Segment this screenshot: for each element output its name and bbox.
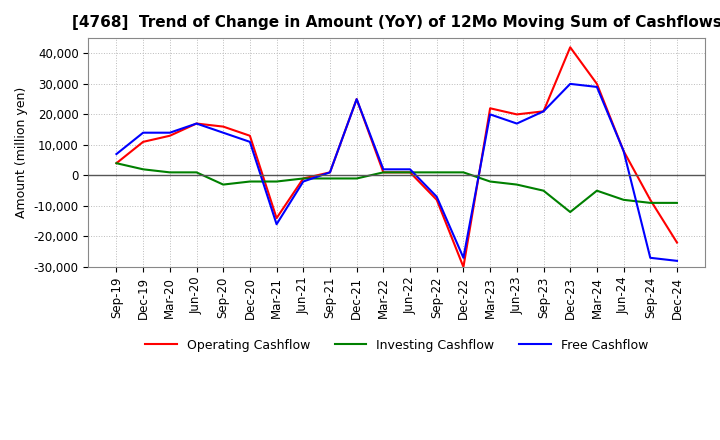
Title: [4768]  Trend of Change in Amount (YoY) of 12Mo Moving Sum of Cashflows: [4768] Trend of Change in Amount (YoY) o… (72, 15, 720, 30)
Investing Cashflow (166, 170, 174, 175)
Investing Cashflow (539, 188, 548, 193)
Operating Cashflow (672, 240, 681, 245)
Free Cashflow (433, 194, 441, 199)
Operating Cashflow (406, 170, 415, 175)
Free Cashflow (246, 139, 254, 144)
Free Cashflow (166, 130, 174, 136)
Y-axis label: Amount (million yen): Amount (million yen) (15, 87, 28, 218)
Investing Cashflow (192, 170, 201, 175)
Free Cashflow (459, 255, 468, 260)
Operating Cashflow (112, 161, 121, 166)
Free Cashflow (486, 112, 495, 117)
Operating Cashflow (352, 96, 361, 102)
Free Cashflow (646, 255, 654, 260)
Free Cashflow (112, 151, 121, 157)
Free Cashflow (566, 81, 575, 87)
Free Cashflow (539, 109, 548, 114)
Operating Cashflow (593, 81, 601, 87)
Operating Cashflow (192, 121, 201, 126)
Investing Cashflow (299, 176, 307, 181)
Investing Cashflow (246, 179, 254, 184)
Line: Free Cashflow: Free Cashflow (117, 84, 677, 261)
Investing Cashflow (459, 170, 468, 175)
Free Cashflow (593, 84, 601, 90)
Free Cashflow (672, 258, 681, 264)
Investing Cashflow (433, 170, 441, 175)
Free Cashflow (272, 222, 281, 227)
Investing Cashflow (379, 170, 387, 175)
Free Cashflow (619, 148, 628, 154)
Free Cashflow (219, 130, 228, 136)
Operating Cashflow (459, 264, 468, 270)
Free Cashflow (192, 121, 201, 126)
Free Cashflow (513, 121, 521, 126)
Investing Cashflow (646, 200, 654, 205)
Line: Operating Cashflow: Operating Cashflow (117, 47, 677, 267)
Free Cashflow (352, 96, 361, 102)
Operating Cashflow (646, 197, 654, 202)
Investing Cashflow (112, 161, 121, 166)
Investing Cashflow (406, 170, 415, 175)
Operating Cashflow (299, 176, 307, 181)
Operating Cashflow (166, 133, 174, 139)
Operating Cashflow (139, 139, 148, 144)
Operating Cashflow (566, 44, 575, 50)
Investing Cashflow (139, 167, 148, 172)
Investing Cashflow (219, 182, 228, 187)
Investing Cashflow (672, 200, 681, 205)
Investing Cashflow (593, 188, 601, 193)
Investing Cashflow (325, 176, 334, 181)
Operating Cashflow (539, 109, 548, 114)
Free Cashflow (379, 167, 387, 172)
Investing Cashflow (352, 176, 361, 181)
Free Cashflow (299, 179, 307, 184)
Operating Cashflow (272, 216, 281, 221)
Free Cashflow (139, 130, 148, 136)
Investing Cashflow (272, 179, 281, 184)
Free Cashflow (406, 167, 415, 172)
Operating Cashflow (513, 112, 521, 117)
Operating Cashflow (325, 170, 334, 175)
Investing Cashflow (619, 197, 628, 202)
Operating Cashflow (379, 170, 387, 175)
Operating Cashflow (246, 133, 254, 139)
Operating Cashflow (219, 124, 228, 129)
Investing Cashflow (486, 179, 495, 184)
Investing Cashflow (566, 209, 575, 215)
Operating Cashflow (486, 106, 495, 111)
Legend: Operating Cashflow, Investing Cashflow, Free Cashflow: Operating Cashflow, Investing Cashflow, … (140, 334, 653, 357)
Free Cashflow (325, 170, 334, 175)
Operating Cashflow (433, 197, 441, 202)
Investing Cashflow (513, 182, 521, 187)
Operating Cashflow (619, 148, 628, 154)
Line: Investing Cashflow: Investing Cashflow (117, 163, 677, 212)
